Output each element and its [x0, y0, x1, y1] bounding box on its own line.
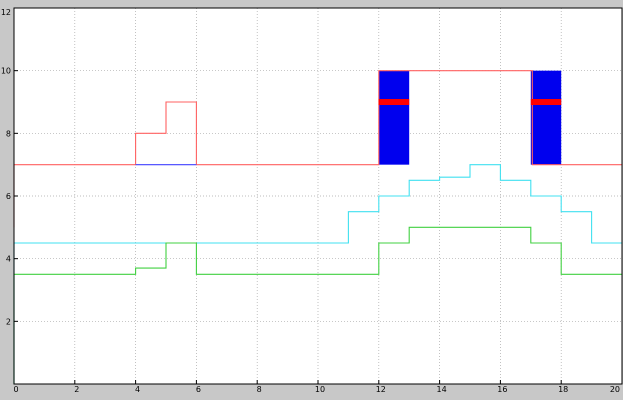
axis-ticks — [13, 7, 623, 384]
x-tick-label: 6 — [196, 385, 201, 394]
x-tick-label: 14 — [437, 385, 447, 394]
blue-block — [530, 70, 562, 165]
x-tick-label: 12 — [376, 385, 386, 394]
y-tick-label: 2 — [6, 317, 11, 326]
y-tick-label: 6 — [6, 192, 11, 201]
axis-tick-labels: 0 2 4 6 8 10 12 14 16 18 20 2 4 6 8 10 12 — [1, 8, 620, 394]
blocks — [378, 70, 562, 165]
x-tick-label: 2 — [74, 385, 79, 394]
series-line-3 — [13, 226, 622, 384]
x-tick-label: 18 — [558, 385, 568, 394]
y-tick-label: 12 — [1, 8, 11, 17]
x-tick-label: 0 — [13, 385, 18, 394]
x-tick-label: 8 — [257, 385, 262, 394]
x-tick-label: 4 — [135, 385, 140, 394]
series-line-1 — [13, 70, 622, 228]
series-lines — [13, 70, 622, 384]
red-marker — [530, 99, 562, 105]
y-tick-label: 10 — [1, 67, 11, 76]
red-marker — [378, 99, 410, 105]
y-tick-label: 4 — [6, 255, 11, 264]
y-tick-label: 8 — [6, 129, 11, 138]
x-tick-label: 16 — [497, 385, 507, 394]
x-tick-label: 10 — [315, 385, 325, 394]
grid-lines — [14, 8, 622, 384]
series-line-2 — [13, 164, 622, 384]
blue-block — [378, 70, 410, 165]
x-tick-label: 20 — [610, 385, 620, 394]
markers — [378, 99, 562, 105]
